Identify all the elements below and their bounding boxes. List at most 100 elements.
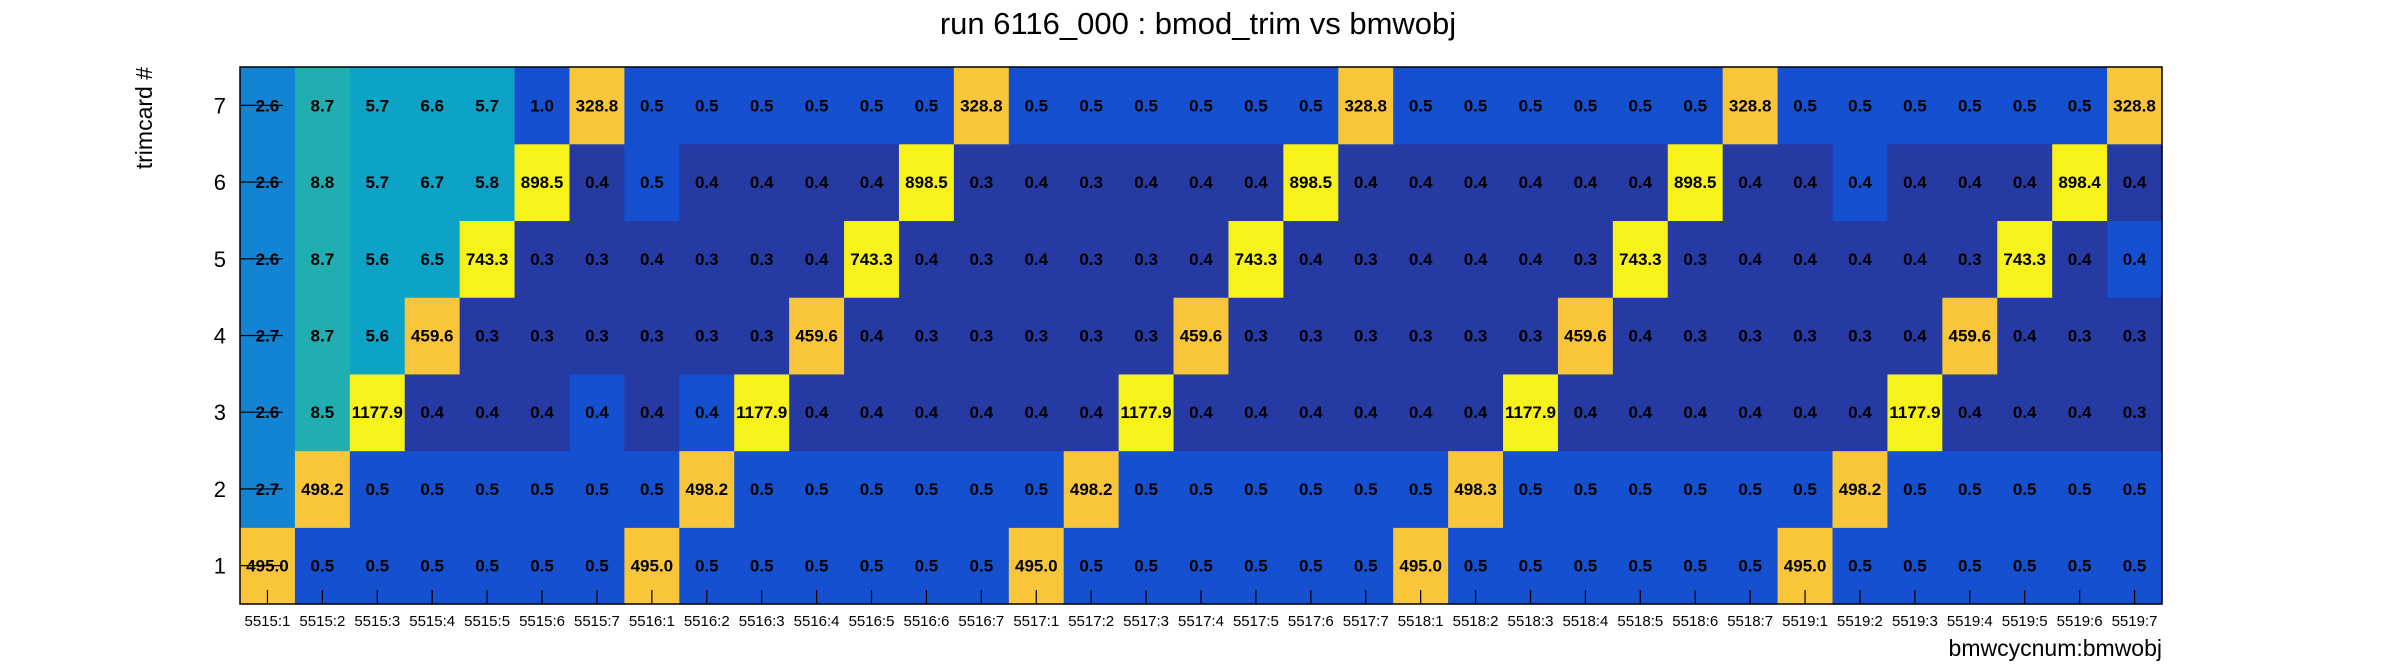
y-tick-labels: 1 2 3 4 5 6 7 — [214, 93, 226, 578]
cell-value-label: 0.4 — [1079, 403, 1103, 422]
heatmap-cell — [1557, 297, 1614, 375]
x-tick-label: 5519:2 — [1837, 613, 1883, 630]
heatmap-cell — [349, 450, 406, 528]
cell-value-label: 0.5 — [640, 480, 664, 499]
x-tick-label: 5519:6 — [2057, 613, 2103, 630]
heatmap-cell — [1557, 143, 1614, 222]
heatmap-cell — [2107, 450, 2163, 528]
heatmap-cell — [459, 297, 516, 375]
cell-value-label: 328.8 — [1729, 96, 1772, 115]
cell-value-label: 0.4 — [915, 403, 939, 422]
heatmap-cell — [1942, 220, 1998, 298]
heatmap-cell — [624, 297, 680, 375]
cell-value-label: 0.5 — [1299, 96, 1323, 115]
cell-value-label: 0.5 — [2123, 557, 2147, 576]
heatmap-cell — [1667, 220, 1724, 298]
heatmap-cell — [624, 220, 680, 298]
cell-value-label: 0.5 — [2068, 557, 2092, 576]
x-tick-label: 5517:3 — [1123, 613, 1169, 630]
y-tick-label: 2 — [214, 477, 226, 502]
x-tick-label: 5515:3 — [354, 613, 400, 630]
cell-value-label: 0.5 — [1628, 96, 1652, 115]
cell-value-label: 0.5 — [860, 557, 884, 576]
heatmap-cell — [953, 220, 1010, 298]
x-tick-label: 5518:5 — [1617, 613, 1663, 630]
cell-value-label: 0.4 — [1738, 173, 1762, 192]
heatmap-cell — [844, 373, 900, 452]
cell-value-label: 0.3 — [585, 250, 609, 269]
heatmap-cell — [1557, 67, 1614, 145]
cell-value-label: 0.4 — [585, 173, 609, 192]
heatmap-cell — [1887, 297, 1943, 375]
heatmap-cell — [1887, 450, 1943, 528]
heatmap-cell — [898, 143, 955, 222]
cell-value-label: 0.4 — [1903, 327, 1927, 346]
y-tick-label: 1 — [214, 554, 226, 579]
heatmap-cell — [734, 450, 790, 528]
heatmap-cell — [1448, 143, 1504, 222]
cell-value-label: 0.5 — [1409, 480, 1433, 499]
heatmap-cell — [1063, 220, 1120, 298]
cell-value-label: 0.5 — [970, 557, 994, 576]
heatmap-cell — [844, 220, 900, 298]
x-tick-label: 5518:4 — [1562, 613, 1608, 630]
heatmap-cell — [1777, 450, 1834, 528]
cell-value-label: 0.5 — [2068, 96, 2092, 115]
cell-value-label: 459.6 — [1180, 327, 1223, 346]
heatmap-cell — [404, 373, 461, 452]
cell-value-label: 0.4 — [1793, 403, 1817, 422]
x-tick-label: 5516:5 — [849, 613, 895, 630]
heatmap-cell — [1338, 373, 1394, 452]
cell-value-label: 5.7 — [365, 96, 389, 115]
heatmap-cell — [1942, 67, 1998, 145]
cell-value-label: 0.5 — [805, 96, 829, 115]
heatmap-cell — [1063, 67, 1120, 145]
cell-value-label: 0.4 — [915, 250, 939, 269]
cell-value-label: 0.5 — [1299, 557, 1323, 576]
cell-value-label: 0.4 — [695, 173, 719, 192]
cell-value-label: 0.5 — [1299, 480, 1323, 499]
cell-value-label: 0.3 — [915, 327, 939, 346]
cell-value-label: 6.7 — [420, 173, 444, 192]
cell-value-label: 0.3 — [2068, 327, 2092, 346]
cell-value-label: 0.4 — [1134, 173, 1158, 192]
cell-value-label: 498.2 — [301, 480, 344, 499]
heatmap-cell — [514, 220, 571, 298]
heatmap-cell — [1612, 373, 1669, 452]
heatmap-cell — [1173, 373, 1230, 452]
heatmap-cell — [514, 450, 571, 528]
heatmap-cell — [898, 67, 955, 145]
heatmap-cell — [679, 450, 735, 528]
heatmap-cell — [2107, 143, 2163, 222]
cell-value-label: 0.3 — [1958, 250, 1982, 269]
cell-value-label: 0.5 — [1628, 557, 1652, 576]
heatmap-cell — [1338, 450, 1394, 528]
cell-value-label: 0.3 — [1409, 327, 1433, 346]
x-tick-label: 5518:7 — [1727, 613, 1773, 630]
cell-value-label: 898.5 — [1674, 173, 1717, 192]
heatmap-cell — [1612, 67, 1669, 145]
cell-value-label: 498.2 — [685, 480, 728, 499]
cell-value-label: 0.4 — [1354, 403, 1378, 422]
cell-value-label: 0.5 — [970, 480, 994, 499]
x-tick-label: 5516:7 — [958, 613, 1004, 630]
cell-value-label: 0.3 — [2123, 403, 2147, 422]
cell-value-label: 0.4 — [2123, 173, 2147, 192]
heatmap-cell — [679, 220, 735, 298]
cell-value-label: 459.6 — [411, 327, 454, 346]
heatmap-cell — [1942, 373, 1998, 452]
cell-value-label: 0.5 — [585, 480, 609, 499]
heatmap-cell — [2052, 297, 2108, 375]
heatmap-cell — [734, 67, 790, 145]
x-tick-label: 5519:5 — [2002, 613, 2048, 630]
heatmap-cell — [1173, 67, 1230, 145]
heatmap-cell — [1612, 450, 1669, 528]
cell-value-label: 495.0 — [1784, 557, 1827, 576]
heatmap-cell — [349, 220, 406, 298]
cell-value-label: 0.3 — [1134, 327, 1158, 346]
cell-value-label: 0.4 — [1848, 403, 1872, 422]
heatmap-cell — [1228, 67, 1284, 145]
heatmap-cell — [1942, 143, 1998, 222]
heatmap-cell — [1448, 373, 1504, 452]
cell-value-label: 0.5 — [750, 480, 774, 499]
